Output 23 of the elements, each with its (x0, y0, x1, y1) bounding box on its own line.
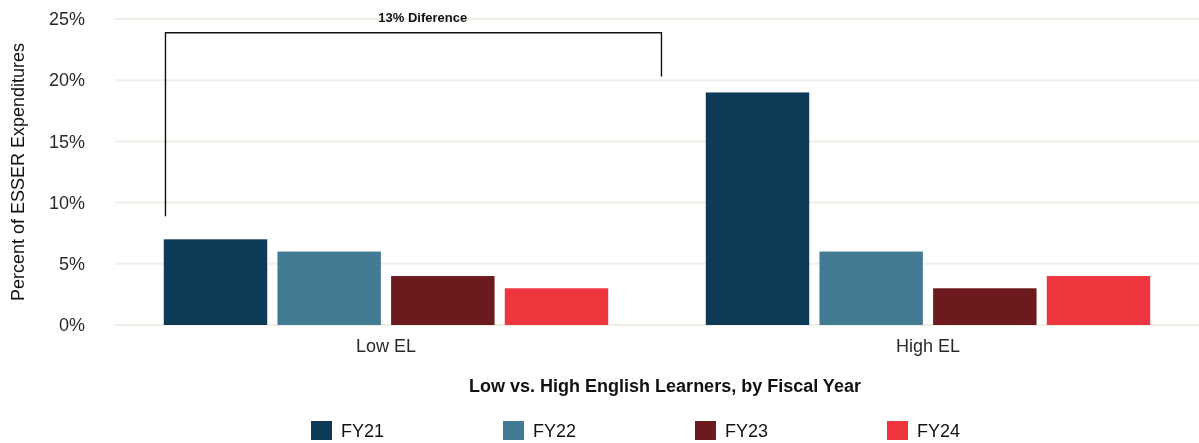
x-tick-label: Low EL (355, 335, 417, 356)
y-axis-title: Percent of ESSER Expenditures (8, 42, 28, 302)
x-tick-label: High EL (895, 335, 961, 356)
bar (277, 251, 381, 325)
y-tick-label: 20% (48, 70, 85, 91)
bar (933, 288, 1037, 325)
y-tick-label: 25% (48, 9, 85, 30)
legend-label: FY22 (533, 421, 577, 441)
bar (504, 288, 609, 325)
legend-label: FY24 (917, 421, 961, 441)
x-axis-title: Low vs. High English Learners, by Fiscal Year (469, 376, 861, 396)
annotation: 13% Diference (378, 10, 468, 25)
bar (391, 276, 495, 325)
legend-label: FY21 (341, 421, 385, 441)
bar (819, 251, 923, 325)
y-tick-label: 10% (48, 192, 85, 213)
legend-label: FY23 (725, 421, 769, 441)
y-tick-label: 5% (58, 254, 85, 275)
bar (163, 239, 268, 325)
bar (705, 92, 810, 325)
bar (1046, 276, 1151, 325)
y-tick-label: 15% (48, 131, 85, 152)
y-tick-label: 0% (58, 315, 85, 336)
